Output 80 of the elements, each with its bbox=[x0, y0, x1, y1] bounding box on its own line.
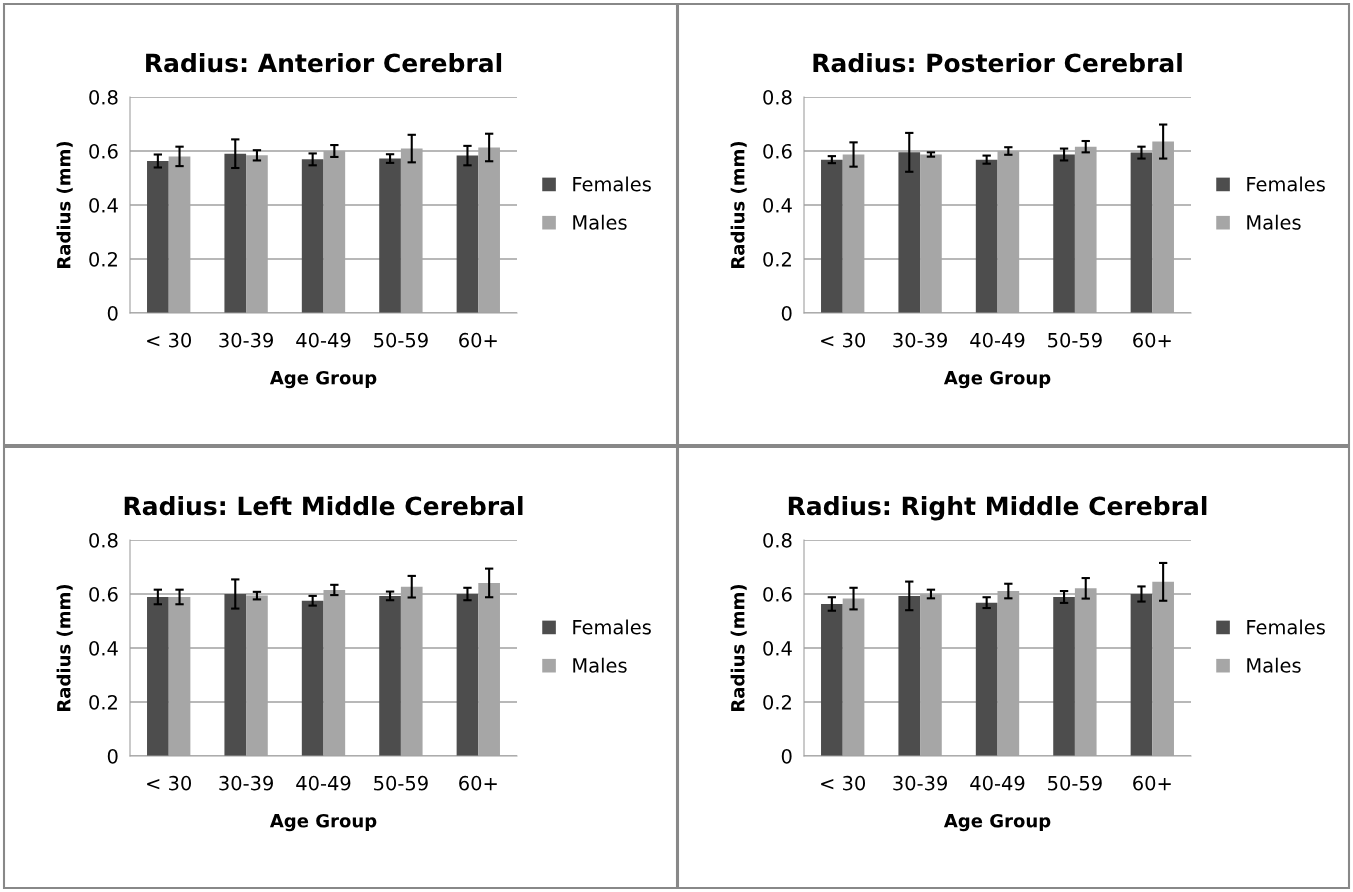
x-tick-label: < 30 bbox=[821, 332, 866, 348]
y-axis-title: Radius (mm) bbox=[730, 141, 747, 268]
bar bbox=[224, 594, 247, 756]
y-tick-label: 0.2 bbox=[89, 251, 117, 267]
y-tick-label: 0.2 bbox=[763, 694, 791, 710]
y-tick-label: 0.4 bbox=[89, 640, 118, 656]
x-tick-label: 40-49 bbox=[296, 775, 351, 791]
bar bbox=[456, 594, 479, 756]
y-tick-label: 0.2 bbox=[89, 694, 117, 710]
x-tick-label: 30-39 bbox=[219, 775, 273, 791]
bar bbox=[975, 602, 998, 756]
x-axis-title: Age Group bbox=[269, 370, 377, 389]
y-axis-title: Radius (mm) bbox=[730, 584, 747, 711]
bar bbox=[821, 603, 843, 756]
bar bbox=[1130, 152, 1153, 313]
chart-title: Radius: Anterior Cerebral bbox=[146, 53, 502, 73]
bar bbox=[301, 159, 324, 313]
x-tick-label: 40-49 bbox=[296, 332, 351, 348]
legend-label: Females bbox=[573, 176, 651, 192]
chart-title: Radius: Right Middle Cerebral bbox=[788, 496, 1207, 521]
y-tick-label: 0.6 bbox=[89, 143, 118, 159]
y-tick-label: 0 bbox=[781, 748, 792, 764]
y-axis-title: Radius (mm) bbox=[56, 584, 73, 711]
x-tick-label: 40-49 bbox=[970, 332, 1025, 348]
x-axis-title: Age Group bbox=[943, 370, 1051, 389]
legend-label: Males bbox=[573, 214, 627, 230]
bar bbox=[147, 596, 169, 756]
bar bbox=[1053, 154, 1075, 313]
y-tick-label: 0.8 bbox=[763, 89, 792, 105]
y-tick-label: 0.4 bbox=[763, 197, 792, 213]
bar bbox=[301, 600, 324, 756]
x-tick-label: 50-59 bbox=[374, 775, 428, 791]
bar bbox=[224, 153, 247, 313]
y-tick-label: 0 bbox=[107, 305, 118, 321]
x-tick-label: 60+ bbox=[459, 775, 497, 791]
x-axis-title: Age Group bbox=[269, 813, 377, 832]
x-tick-label: 60+ bbox=[459, 332, 497, 348]
y-tick-label: 0.6 bbox=[763, 143, 792, 159]
legend-label: Males bbox=[1247, 214, 1301, 230]
x-tick-label: 30-39 bbox=[893, 332, 947, 348]
y-axis-title: Radius (mm) bbox=[56, 141, 73, 268]
y-tick-label: 0.8 bbox=[89, 89, 118, 105]
y-tick-label: 0 bbox=[107, 748, 118, 764]
bar bbox=[898, 595, 921, 756]
y-tick-label: 0.4 bbox=[89, 197, 118, 213]
bar bbox=[1053, 596, 1075, 756]
legend-label: Females bbox=[1247, 176, 1325, 192]
x-tick-label: < 30 bbox=[147, 332, 192, 348]
bar bbox=[898, 152, 921, 313]
x-tick-label: 30-39 bbox=[893, 775, 947, 791]
bar bbox=[379, 158, 401, 313]
chart-title: Radius: Posterior Cerebral bbox=[813, 53, 1182, 73]
x-tick-label: 30-39 bbox=[219, 332, 273, 348]
legend-label: Females bbox=[1247, 619, 1325, 635]
bar bbox=[975, 159, 998, 313]
x-tick-label: 60+ bbox=[1133, 332, 1171, 348]
y-tick-label: 0.8 bbox=[89, 532, 118, 548]
bar bbox=[379, 595, 401, 756]
y-tick-label: 0.2 bbox=[763, 251, 791, 267]
bar bbox=[456, 155, 479, 313]
y-tick-label: 0.8 bbox=[763, 532, 792, 548]
x-axis-title: Age Group bbox=[943, 813, 1051, 832]
x-tick-label: 50-59 bbox=[1048, 332, 1102, 348]
x-tick-label: 40-49 bbox=[970, 775, 1025, 791]
y-tick-label: 0.6 bbox=[763, 586, 792, 602]
bar bbox=[1130, 594, 1153, 756]
x-tick-label: 50-59 bbox=[1048, 775, 1102, 791]
y-tick-label: 0 bbox=[781, 305, 792, 321]
bar bbox=[147, 160, 169, 313]
chart-title: Radius: Left Middle Cerebral bbox=[124, 496, 523, 516]
y-tick-label: 0.4 bbox=[763, 640, 792, 656]
legend-label: Females bbox=[573, 619, 651, 635]
x-tick-label: < 30 bbox=[147, 775, 192, 791]
x-tick-label: 60+ bbox=[1133, 775, 1171, 791]
legend-label: Males bbox=[573, 657, 627, 673]
bar bbox=[821, 159, 843, 313]
legend-label: Males bbox=[1247, 657, 1301, 673]
x-tick-label: < 30 bbox=[821, 775, 866, 791]
y-tick-label: 0.6 bbox=[89, 586, 118, 602]
x-tick-label: 50-59 bbox=[374, 332, 428, 348]
